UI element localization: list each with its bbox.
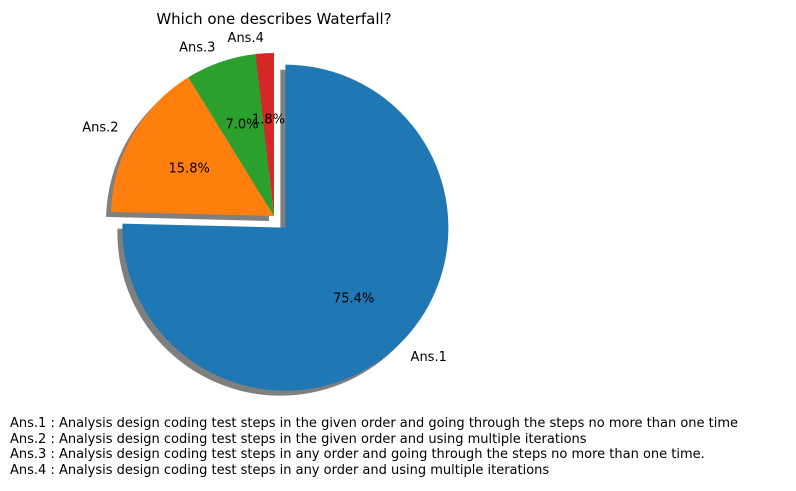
slice-label-ans-1: Ans.1	[411, 350, 447, 365]
slice-ans-1	[122, 64, 449, 391]
slice-percent-ans-2: 15.8%	[169, 161, 210, 176]
slice-label-ans-4: Ans.4	[228, 31, 264, 46]
answer-note-2: Ans.2 : Analysis design coding test step…	[10, 431, 587, 447]
slice-ans-4	[255, 53, 274, 216]
slice-percent-ans-3: 7.0%	[226, 118, 259, 133]
slice-percent-ans-1: 75.4%	[333, 292, 374, 307]
slice-ans-2	[111, 77, 274, 216]
slice-label-ans-3: Ans.3	[179, 41, 215, 56]
slice-ans-3	[188, 54, 274, 217]
answer-note-4: Ans.4 : Analysis design coding test step…	[10, 462, 550, 478]
answer-note-1: Ans.1 : Analysis design coding test step…	[10, 416, 739, 431]
answer-notes: Ans.1 : Analysis design coding test step…	[10, 416, 738, 478]
slice-label-ans-2: Ans.2	[82, 121, 118, 136]
slices	[111, 53, 449, 391]
answer-note-3: Ans.3 : Analysis design coding test step…	[10, 447, 705, 462]
chart-title: Which one describes Waterfall?	[156, 10, 391, 28]
slice-percent-ans-4: 1.8%	[252, 112, 285, 127]
slice-labels: Ans.1 75.4% Ans.2 15.8% Ans.3 7.0% Ans.4 1.8%	[82, 31, 447, 365]
